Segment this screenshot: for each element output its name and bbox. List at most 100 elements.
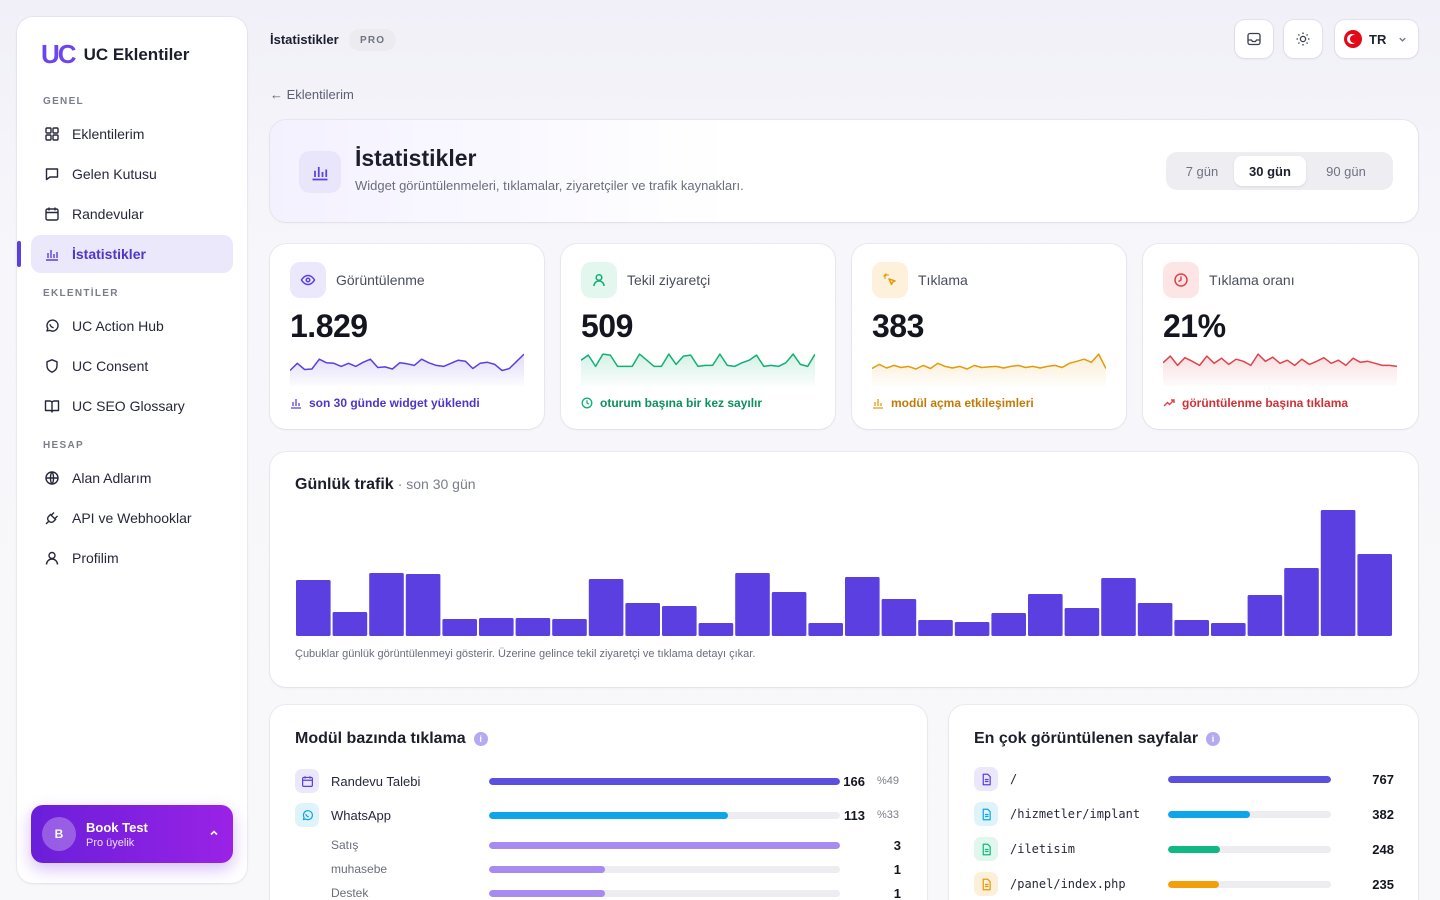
bar-chart-icon: [299, 151, 341, 193]
page-row[interactable]: /iletisim 248: [974, 836, 1394, 862]
traffic-bar[interactable]: [369, 573, 404, 636]
traffic-bar[interactable]: [1357, 554, 1392, 636]
traffic-bar[interactable]: [881, 599, 917, 636]
page-bar-fill: [1168, 775, 1331, 783]
calendar-icon: [295, 769, 319, 793]
sidebar-item-uc-action-hub[interactable]: UC Action Hub: [31, 307, 233, 345]
pro-badge: PRO: [349, 29, 397, 51]
traffic-bar[interactable]: [1320, 510, 1356, 636]
page-row[interactable]: / 767: [974, 766, 1394, 792]
module-value: 1: [893, 861, 901, 877]
section-label-general: GENEL: [43, 96, 84, 107]
stat-note: oturum başına bir kez sayılır: [581, 396, 762, 410]
stat-label: Tıklama oranı: [1209, 272, 1295, 288]
range-option-7[interactable]: 7 gün: [1185, 163, 1219, 179]
back-link[interactable]: ← Eklentilerim: [270, 87, 354, 102]
traffic-bar[interactable]: [405, 574, 441, 636]
traffic-bar[interactable]: [296, 580, 331, 636]
sidebar-item-gelen-kutusu[interactable]: Gelen Kutusu: [31, 155, 233, 193]
sidebar-item-uc-consent[interactable]: UC Consent: [31, 347, 233, 385]
module-bar-fill: [489, 811, 728, 819]
turkey-flag-icon: [1344, 30, 1362, 48]
sidebar-item-api-webhooks[interactable]: API ve Webhooklar: [31, 499, 233, 537]
info-icon[interactable]: i: [1206, 732, 1221, 746]
range-option-30[interactable]: 30 gün: [1234, 156, 1306, 186]
module-bar: [489, 889, 840, 897]
traffic-bar[interactable]: [332, 612, 368, 636]
module-row: WhatsApp 113 %33: [295, 802, 905, 828]
sparkline-visitors: [581, 353, 815, 386]
traffic-bar[interactable]: [1247, 595, 1283, 636]
sparkline-line: [290, 353, 524, 372]
sparkline-area: [872, 354, 1106, 386]
traffic-bar[interactable]: [771, 592, 807, 636]
traffic-bar[interactable]: [588, 579, 624, 636]
language-select[interactable]: TR: [1335, 20, 1418, 58]
date-range-selector: 7 gün 30 gün 90 gün: [1166, 152, 1393, 190]
module-label: muhasebe: [331, 862, 388, 876]
traffic-bar[interactable]: [1174, 620, 1209, 636]
traffic-bar[interactable]: [442, 619, 477, 636]
module-label: Randevu Talebi: [331, 773, 421, 789]
module-percent: %49: [877, 775, 900, 787]
page-bar-fill: [1168, 810, 1250, 818]
page-path: /: [1010, 772, 1018, 786]
stat-card-clicks: Tıklama 383 modül açma etkileşimleri: [852, 244, 1126, 429]
traffic-bar[interactable]: [515, 618, 551, 636]
traffic-bar[interactable]: [662, 606, 697, 636]
bar-chart-icon: [291, 399, 301, 409]
traffic-bar[interactable]: [625, 603, 660, 636]
page-path: /iletisim: [1010, 842, 1076, 856]
page-row[interactable]: /panel/index.php 235: [974, 871, 1394, 897]
traffic-bar[interactable]: [1101, 578, 1136, 636]
sidebar-item-uc-seo-glossary[interactable]: UC SEO Glossary: [31, 387, 233, 425]
sidebar-item-profilim[interactable]: Profilim: [31, 539, 233, 577]
traffic-bar[interactable]: [1137, 603, 1173, 636]
sidebar-item-istatistikler[interactable]: İstatistikler: [17, 235, 233, 273]
range-option-90[interactable]: 90 gün: [1326, 163, 1366, 179]
traffic-bar[interactable]: [991, 613, 1026, 636]
traffic-bar[interactable]: [1211, 623, 1246, 636]
file-icon: [974, 767, 998, 791]
traffic-bar[interactable]: [552, 619, 587, 636]
page-views: 235: [1372, 876, 1394, 892]
traffic-bar[interactable]: [1284, 568, 1319, 636]
traffic-bar-chart: [296, 510, 1392, 636]
traffic-bar[interactable]: [735, 573, 770, 636]
theme-toggle-button[interactable]: [1284, 20, 1322, 58]
page-row[interactable]: /hizmetler/implant 382: [974, 801, 1394, 827]
traffic-bar[interactable]: [954, 622, 990, 636]
user-account-card[interactable]: B Book Test Pro üyelik: [31, 805, 233, 863]
module-bar-fill: [489, 841, 840, 849]
grid-icon: [45, 127, 59, 141]
active-indicator: [17, 241, 21, 267]
traffic-bar[interactable]: [918, 620, 953, 636]
info-icon[interactable]: i: [473, 732, 488, 746]
page-views: 382: [1372, 806, 1394, 822]
inbox-button[interactable]: [1235, 20, 1273, 58]
sidebar-item-randevular[interactable]: Randevular: [31, 195, 233, 233]
calendar-icon: [45, 207, 59, 221]
sidebar-item-alan-adlarim[interactable]: Alan Adlarım: [31, 459, 233, 497]
stat-value: 21%: [1163, 308, 1226, 344]
sparkline-ctr: [1163, 353, 1397, 386]
stat-card-views: Görüntülenme 1.829 son 30 günde widget y…: [270, 244, 544, 429]
traffic-bar[interactable]: [808, 623, 843, 636]
traffic-bar[interactable]: [845, 577, 880, 636]
chevron-down-icon: [1399, 37, 1407, 42]
brand-logo[interactable]: UC UC Eklentiler: [41, 39, 189, 70]
sparkline-line: [1163, 353, 1397, 368]
module-value: 113: [844, 807, 865, 823]
sun-icon: [1296, 32, 1310, 46]
traffic-caption: Çubuklar günlük görüntülenmeyi gösterir.…: [295, 648, 756, 660]
traffic-bar[interactable]: [1064, 608, 1100, 636]
traffic-bar[interactable]: [479, 618, 514, 636]
stat-label: Görüntülenme: [336, 272, 425, 288]
traffic-bar[interactable]: [1028, 594, 1063, 636]
header-title: İstatistikler: [355, 145, 477, 171]
sparkline-area: [290, 354, 524, 386]
traffic-bar[interactable]: [698, 623, 734, 636]
module-sub-row: Satış 3: [295, 832, 905, 858]
file-icon: [974, 872, 998, 896]
sidebar-item-eklentilerim[interactable]: Eklentilerim: [31, 115, 233, 153]
